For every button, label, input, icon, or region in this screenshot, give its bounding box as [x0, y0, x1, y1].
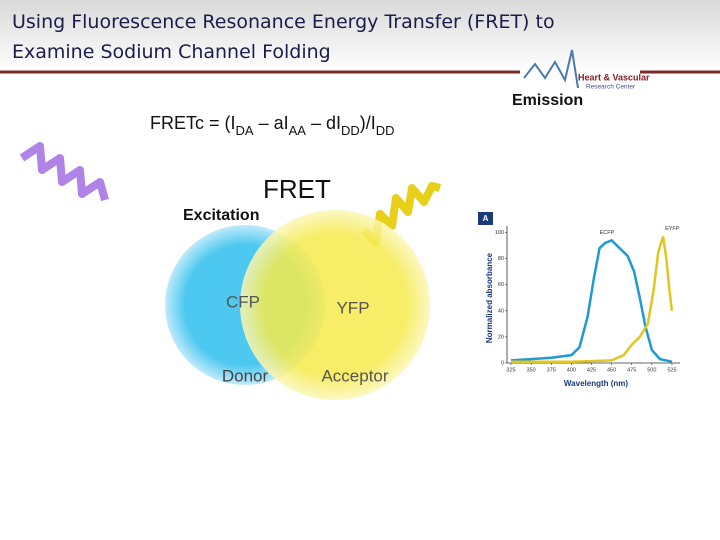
yfp-label: YFP [336, 298, 369, 317]
logo: Heart & Vascular Research Center [523, 49, 650, 91]
fret-label: FRET [263, 174, 331, 204]
y-axis-label: Normalized absorbance [485, 252, 494, 343]
x-tick-label: 375 [547, 367, 556, 373]
formula-subscript: DD [376, 123, 395, 138]
excitation-label: Excitation [183, 207, 259, 224]
y-tick-label: 80 [498, 256, 504, 262]
x-axis-label: Wavelength (nm) [564, 379, 628, 388]
series-line [511, 236, 674, 363]
y-tick-label: 0 [501, 360, 504, 366]
absorbance-chart: A Normalized absorbance Wavelength (nm) … [478, 212, 680, 388]
x-tick-label: 450 [607, 367, 616, 373]
panel-box [478, 212, 493, 225]
formula-part: – dI [306, 113, 341, 133]
x-tick-label: 500 [647, 367, 656, 373]
header-band [0, 0, 720, 72]
panel-label: A [483, 214, 489, 223]
y-tick-label: 100 [495, 230, 504, 236]
cfp-label: CFP [226, 292, 260, 311]
acceptor-circle [240, 210, 430, 400]
excitation-wave [19, 142, 109, 202]
x-tick-label: 350 [527, 367, 536, 373]
formula-part: FRETc = (I [150, 113, 236, 133]
logo-mark [523, 49, 579, 89]
y-tick-label: 20 [498, 334, 504, 340]
x-tick-label: 475 [627, 367, 636, 373]
x-tick-label: 525 [667, 367, 676, 373]
logo-text: Heart & Vascular [578, 72, 650, 82]
x-tick-label: 425 [587, 367, 596, 373]
y-tick-label: 60 [498, 282, 504, 288]
x-tick-label: 325 [506, 367, 515, 373]
title-line: Using Fluorescence Resonance Energy Tran… [12, 11, 555, 33]
formula-subscript: DD [341, 123, 360, 138]
formula-part: – aI [254, 113, 289, 133]
acceptor-label: Acceptor [321, 366, 388, 385]
series-label: EYFP [665, 226, 680, 232]
logo-text: Research Center [586, 84, 636, 91]
donor-label: Donor [222, 366, 269, 385]
formula-subscript: AA [289, 123, 307, 138]
emission-label: Emission [512, 92, 583, 109]
title-line: Examine Sodium Channel Folding [12, 41, 331, 63]
y-tick-label: 40 [498, 308, 504, 314]
series-line [510, 238, 673, 363]
series-label: ECFP [600, 230, 615, 236]
x-tick-label: 400 [567, 367, 576, 373]
formula-part: )/I [360, 113, 376, 133]
formula: FRETc = (IDA – aIAA – dIDD)/IDD [150, 113, 395, 138]
formula-subscript: DA [236, 123, 254, 138]
